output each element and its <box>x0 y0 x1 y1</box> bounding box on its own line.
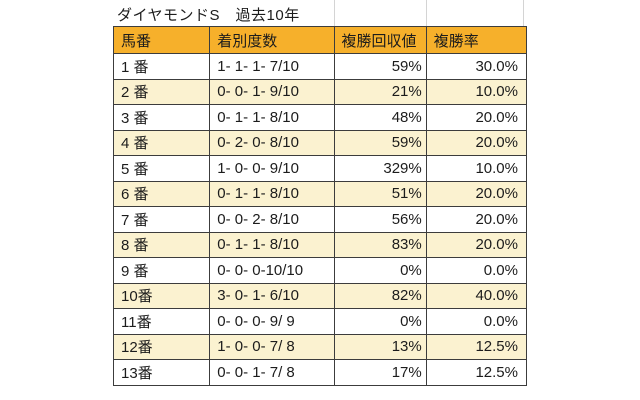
table-row: 9 番 0- 0- 0-10/10 0% 0.0% <box>113 258 527 284</box>
cell-place-return: 82% <box>334 283 427 309</box>
col-header-finish-record: 着別度数 <box>210 26 335 54</box>
spreadsheet-gridline <box>426 0 427 26</box>
table-title: ダイヤモンドS 過去10年 <box>117 7 300 24</box>
header-row: 馬番 着別度数 複勝回収値 複勝率 <box>113 26 527 54</box>
cell-place-rate: 40.0% <box>426 283 527 309</box>
cell-place-rate: 12.5% <box>426 334 527 360</box>
cell-horse-number: 6 番 <box>113 181 211 207</box>
cell-place-rate: 20.0% <box>426 181 527 207</box>
table-row: 5 番 1- 0- 0- 9/10 329% 10.0% <box>113 156 527 182</box>
cell-place-rate: 20.0% <box>426 130 527 156</box>
cell-place-rate: 30.0% <box>426 54 527 80</box>
col-header-horse-number: 馬番 <box>113 26 211 54</box>
cell-place-return: 59% <box>334 130 427 156</box>
cell-finish-record: 0- 1- 1- 8/10 <box>210 181 335 207</box>
cell-finish-record: 0- 2- 0- 8/10 <box>210 130 335 156</box>
cell-horse-number: 11番 <box>113 309 211 335</box>
spreadsheet-gridline <box>523 0 524 26</box>
cell-place-rate: 20.0% <box>426 232 527 258</box>
cell-finish-record: 0- 1- 1- 8/10 <box>210 105 335 131</box>
table-body: 1 番 1- 1- 1- 7/10 59% 30.0% 2 番 0- 0- 1- 9/10… <box>113 54 527 386</box>
table-row: 8 番 0- 1- 1- 8/10 83% 20.0% <box>113 232 527 258</box>
cell-place-rate: 10.0% <box>426 156 527 182</box>
table-row: 1 番 1- 1- 1- 7/10 59% 30.0% <box>113 54 527 80</box>
cell-finish-record: 1- 0- 0- 7/ 8 <box>210 334 335 360</box>
table-row: 11番 0- 0- 0- 9/ 9 0% 0.0% <box>113 309 527 335</box>
table-row: 7 番 0- 0- 2- 8/10 56% 20.0% <box>113 207 527 233</box>
cell-place-rate: 20.0% <box>426 207 527 233</box>
cell-place-return: 13% <box>334 334 427 360</box>
table-row: 10番 3- 0- 1- 6/10 82% 40.0% <box>113 283 527 309</box>
table-row: 2 番 0- 0- 1- 9/10 21% 10.0% <box>113 79 527 105</box>
cell-place-return: 51% <box>334 181 427 207</box>
cell-place-rate: 0.0% <box>426 258 527 284</box>
cell-horse-number: 7 番 <box>113 207 211 233</box>
cell-place-return: 0% <box>334 258 427 284</box>
cell-place-return: 21% <box>334 79 427 105</box>
col-header-place-rate: 複勝率 <box>426 26 527 54</box>
cell-place-return: 83% <box>334 232 427 258</box>
cell-finish-record: 1- 1- 1- 7/10 <box>210 54 335 80</box>
col-header-place-return: 複勝回収値 <box>334 26 427 54</box>
cell-place-return: 329% <box>334 156 427 182</box>
cell-horse-number: 4 番 <box>113 130 211 156</box>
cell-finish-record: 0- 0- 2- 8/10 <box>210 207 335 233</box>
table-row: 4 番 0- 2- 0- 8/10 59% 20.0% <box>113 130 527 156</box>
cell-place-return: 56% <box>334 207 427 233</box>
table-row: 3 番 0- 1- 1- 8/10 48% 20.0% <box>113 105 527 131</box>
cell-horse-number: 3 番 <box>113 105 211 131</box>
table-row: 13番 0- 0- 1- 7/ 8 17% 12.5% <box>113 360 527 386</box>
table-row: 6 番 0- 1- 1- 8/10 51% 20.0% <box>113 181 527 207</box>
cell-finish-record: 0- 0- 1- 7/ 8 <box>210 360 335 386</box>
cell-place-rate: 0.0% <box>426 309 527 335</box>
cell-horse-number: 12番 <box>113 334 211 360</box>
cell-horse-number: 13番 <box>113 360 211 386</box>
cell-finish-record: 0- 0- 0- 9/ 9 <box>210 309 335 335</box>
cell-horse-number: 8 番 <box>113 232 211 258</box>
cell-place-return: 48% <box>334 105 427 131</box>
cell-place-return: 17% <box>334 360 427 386</box>
cell-place-rate: 12.5% <box>426 360 527 386</box>
cell-finish-record: 3- 0- 1- 6/10 <box>210 283 335 309</box>
cell-horse-number: 2 番 <box>113 79 211 105</box>
cell-horse-number: 9 番 <box>113 258 211 284</box>
cell-place-return: 0% <box>334 309 427 335</box>
spreadsheet-gridline <box>334 0 335 26</box>
cell-place-rate: 20.0% <box>426 105 527 131</box>
table-row: 12番 1- 0- 0- 7/ 8 13% 12.5% <box>113 334 527 360</box>
cell-place-return: 59% <box>334 54 427 80</box>
cell-finish-record: 0- 1- 1- 8/10 <box>210 232 335 258</box>
cell-finish-record: 0- 0- 1- 9/10 <box>210 79 335 105</box>
cell-horse-number: 10番 <box>113 283 211 309</box>
cell-horse-number: 1 番 <box>113 54 211 80</box>
cell-horse-number: 5 番 <box>113 156 211 182</box>
cell-place-rate: 10.0% <box>426 79 527 105</box>
stats-table: 馬番 着別度数 複勝回収値 複勝率 1 番 1- 1- 1- 7/10 59% 30.… <box>113 26 527 386</box>
cell-finish-record: 0- 0- 0-10/10 <box>210 258 335 284</box>
cell-finish-record: 1- 0- 0- 9/10 <box>210 156 335 182</box>
